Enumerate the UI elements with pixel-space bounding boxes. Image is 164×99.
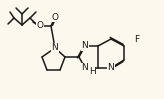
- Text: O: O: [37, 21, 43, 30]
- Text: H: H: [89, 67, 95, 76]
- Text: N: N: [82, 41, 88, 50]
- Text: N: N: [108, 63, 114, 72]
- Text: O: O: [51, 12, 59, 21]
- Text: N: N: [52, 43, 58, 52]
- Text: F: F: [134, 34, 140, 43]
- Text: N: N: [82, 63, 88, 72]
